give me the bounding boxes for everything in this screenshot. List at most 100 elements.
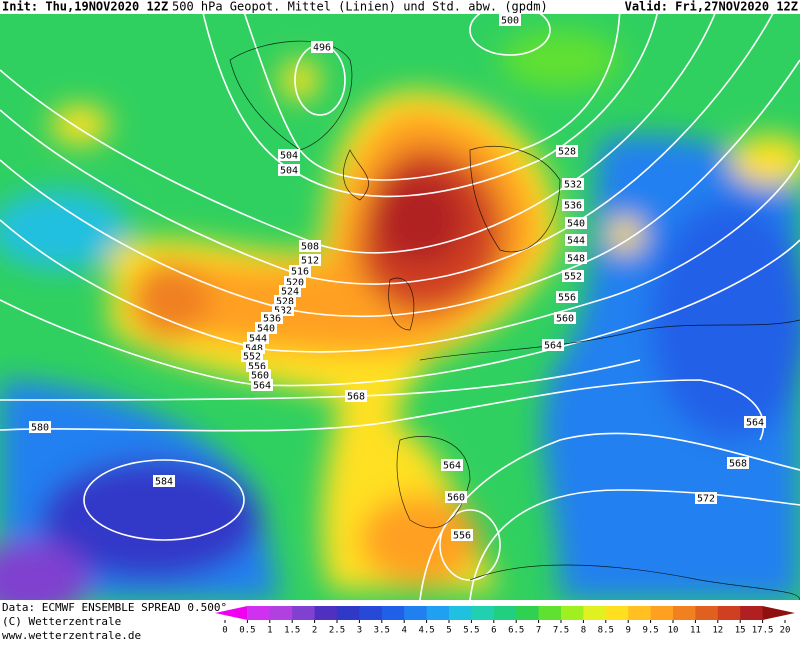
colorbar-segment: [740, 606, 764, 620]
contour-label-box: [299, 254, 321, 266]
colorbar-tick-label: 0.5: [239, 626, 255, 636]
contour-label: 556: [453, 531, 471, 542]
contour-label: 540: [567, 219, 585, 230]
valid-time: Valid: Fri,27NOV2020 12Z: [625, 0, 798, 14]
contour-label: 504: [280, 151, 298, 162]
contour-label-box: [153, 475, 175, 487]
colorbar: 0 0.5 1 1.5 2 2.5 3 3.5 4 4.5 5 5.5 6 6.5 7 7.5 8 8.5 9 9.5…: [215, 606, 795, 636]
contour-label-box: [261, 312, 283, 324]
contour-label: 560: [447, 493, 465, 504]
contour-label-box: [744, 416, 766, 428]
colorbar-segment: [538, 606, 562, 620]
colorbar-segment: [269, 606, 293, 620]
contour-label: 584: [155, 477, 173, 488]
colorbar-segment: [516, 606, 540, 620]
contour-label: 512: [301, 256, 319, 267]
contour-label: 544: [249, 334, 267, 345]
colorbar-tick-label: 2: [312, 626, 317, 636]
contour-label: 580: [31, 423, 49, 434]
colorbar-tick-label: 1: [267, 626, 272, 636]
contour-label-box: [345, 390, 367, 402]
colorbar-tick-label: 7.5: [553, 626, 569, 636]
contour-label-box: [278, 164, 300, 176]
contour-label-box: [562, 270, 584, 282]
contour-label-box: [299, 240, 321, 252]
contour-label: 528: [276, 297, 294, 308]
colorbar-tick-label: 8.5: [598, 626, 614, 636]
colorbar-segment: [561, 606, 584, 620]
contour-label-box: [451, 529, 473, 541]
colorbar-segment: [673, 606, 696, 620]
contour-label: 544: [567, 236, 585, 247]
contour-label-box: [289, 265, 311, 277]
contour-label: 564: [544, 341, 562, 352]
init-time: Init: Thu,19NOV2020 12Z: [2, 0, 168, 14]
colorbar-tick-label: 20: [780, 626, 791, 636]
contour-label-box: [554, 312, 576, 324]
contour-label-box: [251, 379, 273, 391]
colorbar-segment: [695, 606, 719, 620]
colorbar-segment: [314, 606, 338, 620]
colorbar-segment: [717, 606, 741, 620]
colorbar-segment: [493, 606, 517, 620]
colorbar-tick-label: 10: [668, 626, 679, 636]
colorbar-tick-label: 2.5: [329, 626, 345, 636]
contour-label-box: [247, 332, 269, 344]
colorbar-tick-label: 15: [735, 626, 746, 636]
contour-label-box: [562, 199, 584, 211]
colorbar-segment: [426, 606, 450, 620]
colorbar-segment: [359, 606, 383, 620]
colorbar-tick-label: 12: [712, 626, 723, 636]
colorbar-segment: [762, 606, 795, 620]
colorbar-tick-label: 11: [690, 626, 701, 636]
contour-label-box: [279, 285, 301, 297]
spread-field: [0, 30, 800, 600]
contour-label: 560: [251, 371, 269, 382]
contour-label-box: [499, 14, 521, 26]
contour-label-box: [565, 217, 587, 229]
colorbar-segment: [628, 606, 652, 620]
colorbar-segment: [247, 606, 271, 620]
contour-lines: [0, 0, 800, 600]
colorbar-tick-label: 3.5: [374, 626, 390, 636]
colorbar-tick-label: 5: [446, 626, 451, 636]
contour-label-box: [542, 339, 564, 351]
contour-label: 564: [253, 381, 271, 392]
contour-label: 572: [697, 494, 715, 505]
contour-label: 508: [301, 242, 319, 253]
contour-label: 532: [564, 180, 582, 191]
colorbar-segment: [215, 606, 248, 620]
footer-url: www.wetterzentrale.de: [2, 629, 141, 642]
contour-label-box: [695, 492, 717, 504]
contour-label-box: [565, 252, 587, 264]
colorbar-tick-label: 4: [401, 626, 406, 636]
contour-label: 568: [729, 459, 747, 470]
contour-label: 564: [443, 461, 461, 472]
colorbar-segment: [292, 606, 316, 620]
colorbar-tick-label: 0: [222, 626, 227, 636]
header-bar: [0, 0, 800, 14]
colorbar-segment: [471, 606, 495, 620]
footer-copyright: (C) Wetterzentrale: [2, 615, 121, 628]
colorbar-tick-label: 3: [357, 626, 362, 636]
contour-label: 496: [313, 43, 331, 54]
colorbar-tick-label: 5.5: [463, 626, 479, 636]
colorbar-tick-label: 6: [491, 626, 496, 636]
contour-label-box: [311, 41, 333, 53]
contour-label-box: [565, 234, 587, 246]
contour-label-box: [249, 369, 271, 381]
contour-label-box: [441, 459, 463, 471]
contour-label: 524: [281, 287, 299, 298]
contour-label: 516: [291, 267, 309, 278]
colorbar-tick-label: 9.5: [642, 626, 658, 636]
contour-label: 548: [567, 254, 585, 265]
contour-label: 548: [245, 344, 263, 355]
coastlines: [229, 40, 800, 600]
map: [0, 0, 800, 600]
contour-label: 552: [564, 272, 582, 283]
colorbar-segment: [337, 606, 360, 620]
contour-labels: 5004965045045085125165205245285325365405…: [29, 14, 766, 542]
contour-label-box: [445, 491, 467, 503]
contour-label-box: [556, 145, 578, 157]
colorbar-tick-label: 1.5: [284, 626, 300, 636]
